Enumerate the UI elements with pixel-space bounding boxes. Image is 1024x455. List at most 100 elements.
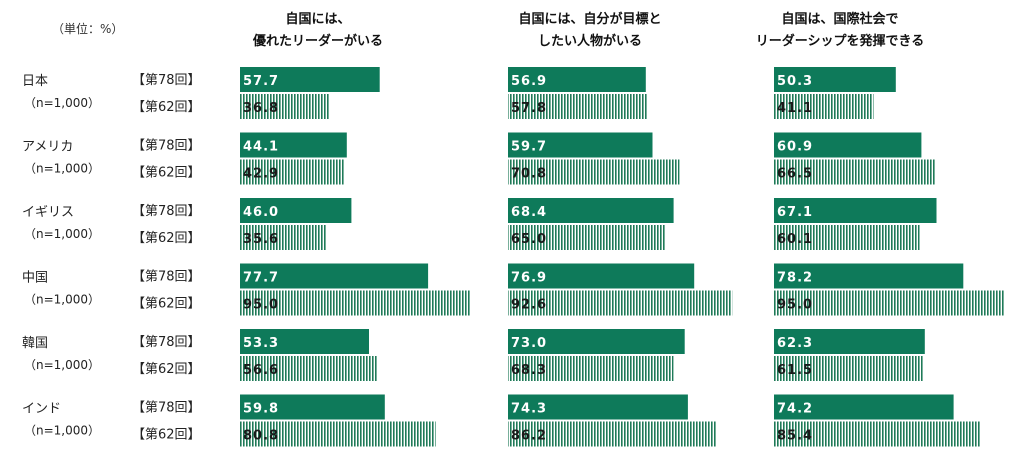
- sample-size-label: （n=1,000）: [24, 96, 100, 110]
- bar-value-label: 57.7: [243, 74, 279, 89]
- bar-78: [240, 198, 352, 223]
- bar-value-label: 92.6: [511, 298, 547, 313]
- bar-78: [508, 394, 688, 420]
- bar-value-label: 67.1: [777, 205, 813, 220]
- bar-62: [508, 290, 733, 316]
- sample-size-label: （n=1,000）: [24, 358, 100, 372]
- sample-size-label: （n=1,000）: [24, 293, 100, 307]
- bar-value-label: 42.9: [243, 167, 279, 182]
- survey-label: 【第62回】: [132, 100, 201, 115]
- bar-78: [508, 132, 653, 158]
- country-label: イギリス: [22, 205, 74, 220]
- bar-value-label: 68.4: [511, 205, 547, 220]
- bar-value-label: 61.5: [777, 363, 813, 378]
- survey-label: 【第62回】: [132, 362, 201, 377]
- survey-label: 【第78回】: [132, 73, 201, 88]
- bar-value-label: 76.9: [511, 271, 547, 286]
- sample-size-label: （n=1,000）: [24, 162, 100, 176]
- bar-62: [508, 94, 648, 119]
- bar-78: [240, 329, 369, 354]
- bar-62: [508, 421, 717, 447]
- bar-value-label: 46.0: [243, 205, 279, 220]
- bar-value-label: 80.8: [243, 429, 279, 444]
- column-title-1-line-2: 優れたリーダーがいる: [252, 33, 383, 49]
- bar-62: [774, 421, 981, 447]
- column-title-2-line-2: したい人物がいる: [538, 33, 642, 49]
- bar-62: [508, 356, 674, 381]
- bar-value-label: 78.2: [777, 271, 813, 286]
- bar-value-label: 60.1: [777, 232, 813, 247]
- bar-78: [240, 67, 380, 92]
- column-title-3-line-1: 自国は、国際社会で: [781, 11, 898, 27]
- bar-78: [508, 67, 646, 92]
- bar-value-label: 62.3: [777, 336, 813, 351]
- country-label: インド: [22, 402, 61, 417]
- bar-62: [240, 159, 344, 185]
- bar-value-label: 50.3: [777, 74, 813, 89]
- bar-78: [774, 329, 925, 354]
- bar-value-label: 59.7: [511, 140, 547, 155]
- bar-62: [774, 225, 920, 250]
- bar-78: [240, 394, 385, 420]
- bar-62: [240, 94, 330, 119]
- survey-label: 【第78回】: [132, 204, 201, 219]
- bar-value-label: 68.3: [511, 363, 547, 378]
- bar-62: [774, 94, 874, 119]
- bar-value-label: 77.7: [243, 271, 279, 286]
- bar-78: [774, 132, 922, 158]
- country-label: 日本: [22, 74, 48, 89]
- bar-value-label: 66.5: [777, 167, 813, 182]
- survey-label: 【第78回】: [132, 270, 201, 285]
- bar-78: [508, 329, 685, 354]
- survey-label: 【第62回】: [132, 166, 201, 181]
- bar-value-label: 44.1: [243, 140, 279, 155]
- survey-label: 【第78回】: [132, 139, 201, 154]
- bar-78: [774, 198, 937, 223]
- column-title-3-line-2: リーダーシップを発揮できる: [756, 33, 924, 49]
- bar-62: [508, 159, 680, 185]
- bar-62: [240, 290, 470, 316]
- bar-78: [774, 263, 964, 289]
- survey-label: 【第78回】: [132, 401, 201, 416]
- bar-value-label: 85.4: [777, 429, 813, 444]
- survey-label: 【第78回】: [132, 335, 201, 350]
- bar-78: [508, 198, 674, 223]
- bar-value-label: 59.8: [243, 402, 279, 417]
- bar-62: [774, 290, 1004, 316]
- unit-label: （単位：%）: [52, 21, 123, 36]
- bar-value-label: 53.3: [243, 336, 279, 351]
- country-label: 韓国: [22, 336, 48, 351]
- bar-78: [240, 263, 429, 289]
- bar-value-label: 60.9: [777, 140, 813, 155]
- country-label: 中国: [22, 271, 48, 286]
- bar-62: [774, 159, 935, 185]
- bar-value-label: 95.0: [243, 298, 279, 313]
- bar-value-label: 65.0: [511, 232, 547, 247]
- bar-62: [774, 356, 923, 381]
- bar-62: [508, 225, 666, 250]
- bar-78: [508, 263, 695, 289]
- bar-value-label: 56.6: [243, 363, 279, 378]
- bar-value-label: 56.9: [511, 74, 547, 89]
- bar-value-label: 86.2: [511, 429, 547, 444]
- bar-62: [240, 421, 436, 447]
- bar-value-label: 95.0: [777, 298, 813, 313]
- column-title-2-line-1: 自国には、自分が目標と: [518, 11, 661, 27]
- bar-62: [240, 356, 377, 381]
- bar-value-label: 73.0: [511, 336, 547, 351]
- survey-label: 【第62回】: [132, 231, 201, 246]
- bar-value-label: 74.2: [777, 402, 813, 417]
- bar-78: [240, 132, 347, 158]
- bar-value-label: 41.1: [777, 101, 813, 116]
- country-label: アメリカ: [22, 140, 73, 155]
- bar-value-label: 70.8: [511, 167, 547, 182]
- sample-size-label: （n=1,000）: [24, 227, 100, 241]
- bar-value-label: 36.8: [243, 101, 279, 116]
- bar-value-label: 74.3: [511, 402, 547, 417]
- bar-78: [774, 67, 896, 92]
- bar-62: [240, 225, 327, 250]
- bar-value-label: 57.8: [511, 101, 547, 116]
- survey-label: 【第62回】: [132, 428, 201, 443]
- survey-label: 【第62回】: [132, 297, 201, 312]
